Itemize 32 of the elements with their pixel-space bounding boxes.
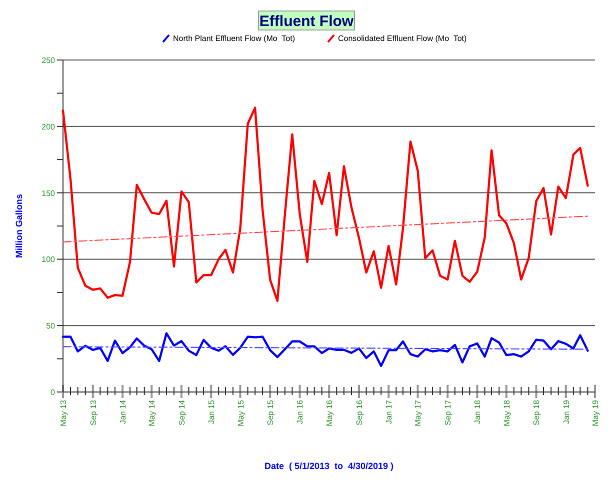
x-tick-label: May 16 bbox=[325, 399, 334, 426]
y-tick-label: 250 bbox=[42, 56, 56, 65]
x-tick-label: Sep 13 bbox=[88, 399, 98, 426]
y-tick-label: 100 bbox=[42, 255, 56, 264]
x-tick-label: Jan 15 bbox=[207, 399, 216, 424]
line-series bbox=[62, 332, 589, 367]
x-tick-label: Sep 16 bbox=[354, 399, 364, 426]
chart-title: Effluent Flow bbox=[259, 13, 354, 30]
x-tick-label: May 18 bbox=[502, 399, 512, 426]
x-tick-label: Sep 15 bbox=[266, 399, 276, 426]
x-tick-label: Sep 18 bbox=[532, 399, 542, 426]
y-axis-title: Million Gallons bbox=[14, 194, 24, 258]
legend-label: Consolidated Effluent Flow (Mo Tot) bbox=[338, 34, 467, 43]
x-tick-label: Sep 14 bbox=[177, 399, 186, 426]
x-tick-label: Jan 16 bbox=[296, 399, 305, 424]
y-tick-label: 50 bbox=[46, 322, 56, 331]
x-tick-label: Jan 19 bbox=[562, 399, 571, 424]
x-tick-label: Sep 17 bbox=[444, 399, 453, 426]
y-tick-label: 0 bbox=[50, 388, 56, 397]
x-tick-label: May 17 bbox=[414, 399, 423, 426]
x-tick-label: May 14 bbox=[148, 399, 157, 426]
y-tick-label: 200 bbox=[42, 122, 56, 132]
line-series bbox=[62, 106, 589, 302]
x-axis-title: Date ( 5/1/2013 to 4/30/2019 ) bbox=[264, 461, 394, 471]
x-tick-label: Jan 17 bbox=[384, 399, 394, 424]
x-tick-label: Jan 18 bbox=[473, 399, 482, 424]
x-tick-label: May 15 bbox=[236, 399, 246, 426]
x-tick-label: Jan 14 bbox=[118, 399, 128, 424]
y-tick-label: 150 bbox=[42, 188, 56, 198]
x-tick-label: May 19 bbox=[591, 399, 600, 426]
legend-label: North Plant Effluent Flow (Mo Tot) bbox=[173, 34, 296, 43]
x-tick-label: May 13 bbox=[59, 399, 68, 426]
